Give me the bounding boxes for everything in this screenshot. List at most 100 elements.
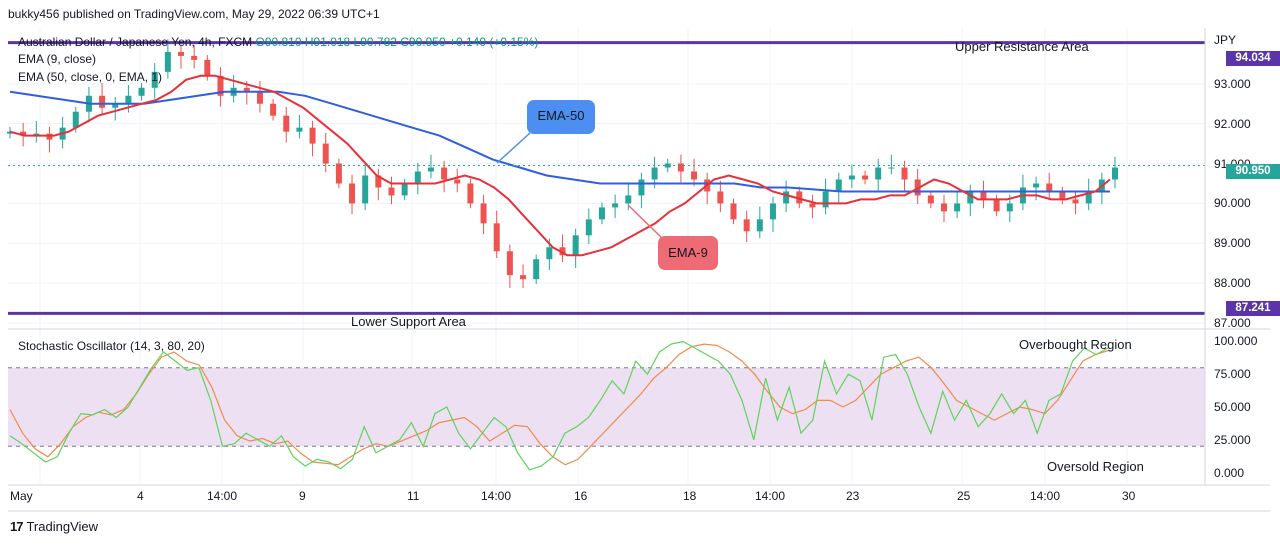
candle-body	[506, 251, 513, 276]
candle-body	[362, 175, 369, 204]
candle-body	[677, 163, 684, 172]
footer-brand-text: TradingView	[26, 519, 99, 534]
candle-body	[730, 203, 737, 220]
candle-body	[796, 191, 803, 204]
candle-body	[204, 59, 211, 76]
candle-body	[493, 223, 500, 252]
candle-body	[72, 111, 79, 128]
candle-body	[217, 75, 224, 96]
candle-body	[769, 203, 776, 220]
candle-body	[270, 103, 277, 116]
candle-body	[388, 187, 395, 196]
time-tick-label: 23	[846, 489, 860, 503]
ema50-line	[9, 90, 1110, 193]
candle-body	[335, 163, 342, 184]
legend-symbol: Australian Dollar / Japanese Yen, 4h, FX…	[18, 35, 538, 49]
candles	[7, 39, 1118, 288]
stoch-tick-label: 0.000	[1214, 465, 1245, 480]
candle-body	[256, 91, 263, 104]
candle-body	[572, 235, 579, 256]
candle-body	[151, 71, 158, 88]
candle-body	[612, 203, 619, 208]
lower-support-label: Lower Support Area	[351, 314, 466, 329]
price-tick-label: 89.000	[1214, 236, 1251, 251]
candle-body	[349, 183, 356, 204]
candle-body	[401, 183, 408, 196]
legend-ema50[interactable]: EMA (50, close, 0, EMA, 1)	[18, 70, 163, 84]
time-tick-label: 14:00	[481, 489, 512, 503]
candle-body	[164, 51, 171, 72]
time-tick-label: 11	[407, 489, 420, 503]
candle-body	[756, 219, 763, 232]
candle-body	[901, 167, 908, 180]
candle-body	[138, 87, 145, 96]
price-tick-label: 90.000	[1214, 196, 1251, 211]
candle-body	[875, 167, 882, 180]
time-tick-label: 18	[683, 489, 697, 503]
candle-body	[414, 171, 421, 184]
upper-resistance-label: Upper Resistance Area	[955, 39, 1089, 54]
candle-body	[125, 95, 132, 104]
candle-body	[20, 131, 27, 136]
tradingview-logo-icon: 17	[10, 519, 24, 534]
candle-body	[598, 207, 605, 220]
candle-body	[927, 195, 934, 204]
stoch-tick-label: 50.000	[1214, 400, 1251, 414]
legend-symbol-text: Australian Dollar / Japanese Yen, 4h, FX…	[18, 35, 253, 49]
candle-body	[520, 275, 527, 280]
stoch-k-line	[9, 340, 1109, 471]
time-tick-label: 14:00	[1030, 489, 1061, 503]
candle-body	[427, 167, 434, 172]
candle-body	[375, 175, 382, 188]
time-tick-label: 25	[957, 489, 971, 503]
time-tick-label: 16	[574, 489, 588, 503]
price-tick-label: 92.000	[1214, 116, 1251, 131]
candle-body	[296, 127, 303, 132]
candle-body	[546, 247, 553, 260]
candle-body	[322, 143, 329, 164]
candle-body	[743, 219, 750, 232]
candle-body	[309, 127, 316, 144]
stoch-d-line	[9, 343, 1109, 466]
time-tick-label: 14:00	[755, 489, 786, 503]
ema9-callout-pointer	[627, 204, 663, 239]
candle-body	[835, 179, 842, 192]
candle-body	[1085, 191, 1092, 204]
oversold-label: Oversold Region	[1047, 459, 1144, 474]
candle-body	[112, 103, 119, 108]
legend-ema9[interactable]: EMA (9, close)	[18, 52, 97, 66]
upper-price-tag: 94.034	[1226, 51, 1280, 66]
candle-body	[243, 87, 250, 92]
candle-body	[625, 195, 632, 204]
candle-body	[691, 171, 698, 180]
ema9-callout-text: EMA-9	[668, 245, 708, 260]
candle-body	[178, 51, 185, 56]
candle-body	[809, 203, 816, 208]
candle-body	[454, 179, 461, 184]
price-tick-label: 93.000	[1214, 76, 1251, 91]
ema50-callout-box	[527, 100, 595, 134]
footer-brand[interactable]: 17 TradingView	[10, 519, 98, 534]
legend-stochastic[interactable]: Stochastic Oscillator (14, 3, 80, 20)	[18, 339, 205, 353]
candle-body	[559, 247, 566, 256]
ema9-line	[9, 74, 1111, 257]
candle-body	[862, 175, 869, 180]
candle-body	[993, 199, 1000, 212]
time-tick-label: 4	[137, 489, 144, 503]
candle-body	[480, 203, 487, 224]
candle-body	[848, 175, 855, 180]
legend-ohlc: O90.810 H91.018 L90.782 C90.950 +0.140 (…	[255, 35, 539, 49]
stoch-tick-label: 100.000	[1214, 334, 1258, 349]
ema50-callout-text: EMA-50	[537, 108, 585, 123]
candle-body	[1072, 199, 1079, 204]
last-price-tag: 90.950	[1226, 164, 1280, 179]
candle-body	[1059, 191, 1066, 200]
candle-body	[664, 163, 671, 168]
time-tick-label: 9	[299, 489, 306, 503]
price-tick-label: 88.000	[1214, 276, 1251, 291]
candle-body	[980, 191, 987, 200]
time-tick-label: 30	[1122, 489, 1136, 503]
candle-body	[191, 55, 198, 60]
candle-body	[467, 183, 474, 204]
